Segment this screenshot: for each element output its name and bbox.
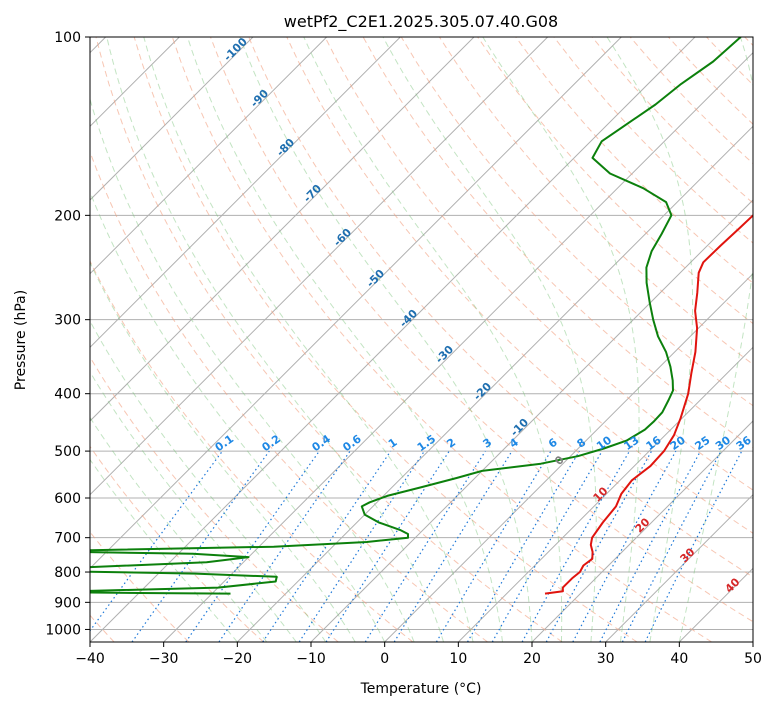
mixing-ratio-line — [572, 450, 677, 642]
moist-adiabat-line — [90, 370, 297, 642]
isotherm-line — [457, 346, 753, 642]
dry-adiabat-line — [286, 37, 753, 534]
mixing-ratio-line — [393, 450, 513, 642]
dewpoint-profile-line — [90, 37, 742, 595]
y-tick-label: 600 — [54, 491, 81, 507]
isotherm-line — [90, 37, 401, 349]
dry-adiabat-line — [515, 37, 753, 284]
mixing-ratio-line — [325, 450, 450, 642]
moist-adiabat-line — [606, 37, 694, 642]
x-tick-label: −20 — [223, 651, 253, 667]
moist-adiabat-line — [678, 37, 753, 642]
y-tick-label: 400 — [54, 387, 81, 403]
isotherm-line — [90, 37, 696, 642]
dry-adiabat-line — [248, 37, 753, 578]
plot-frame — [89, 36, 754, 643]
dry-adiabat-line — [171, 37, 712, 642]
moist-adiabat-line — [382, 37, 597, 642]
x-tick-label: 30 — [597, 651, 615, 667]
temperature-profile-line — [544, 214, 753, 595]
chart-title: wetPf2_C2E1.2025.305.07.40.G08 — [284, 12, 558, 32]
y-tick-label: 500 — [54, 444, 81, 460]
mixing-ratio-line — [262, 450, 392, 642]
y-tick-label: 800 — [54, 565, 81, 581]
isotherm-line — [90, 37, 475, 422]
x-tick-label: −40 — [75, 651, 105, 667]
plot-area — [90, 37, 753, 642]
moist-adiabat-line — [90, 97, 415, 642]
moist-adiabat-line — [106, 37, 445, 642]
x-tick-label: 40 — [670, 651, 688, 667]
moist-adiabat-line — [90, 416, 268, 642]
y-tick-label: 100 — [54, 30, 81, 46]
x-tick-label: 50 — [744, 651, 762, 667]
moist-adiabat-line — [187, 37, 503, 642]
mixing-ratio-line — [185, 450, 320, 642]
moist-adiabat-line — [482, 37, 640, 642]
x-tick-label: 0 — [380, 651, 389, 667]
y-tick-label: 200 — [54, 208, 81, 224]
y-axis-label: Pressure (hPa) — [13, 290, 29, 390]
mixing-ratio-line — [435, 450, 552, 642]
dry-adiabat-line — [133, 37, 638, 642]
moist-adiabat-line — [303, 37, 563, 642]
moist-adiabat-line — [90, 261, 356, 642]
moist-adiabat-line — [90, 190, 386, 642]
isotherm-line — [384, 272, 753, 642]
moist-adiabat-line — [90, 458, 238, 642]
y-tick-label: 700 — [54, 531, 81, 547]
x-tick-label: 20 — [523, 651, 541, 667]
y-tick-label: 900 — [54, 595, 81, 611]
mixing-ratio-line — [364, 450, 486, 642]
dry-adiabat-line — [90, 445, 264, 642]
isotherm-line — [90, 37, 622, 570]
moist-adiabat-line — [239, 37, 533, 642]
y-tick-label: 300 — [54, 313, 81, 329]
y-tick-label: 1000 — [45, 622, 81, 638]
x-tick-label: −30 — [149, 651, 179, 667]
moist-adiabat-line — [90, 320, 327, 642]
isotherm-line — [236, 125, 753, 642]
axis-ticks: −40 −30 −20 −10 0 10 20 30 40 50 100 200 300 400 500 60… — [45, 30, 762, 667]
dry-adiabat-line — [90, 259, 414, 642]
moist-adiabat-line — [143, 37, 474, 642]
dry-adiabat-line — [324, 37, 753, 491]
x-tick-label: −10 — [296, 651, 326, 667]
mixing-ratio-line — [599, 450, 702, 642]
isotherm-line — [90, 37, 328, 275]
x-axis-label: Temperature (°C) — [360, 681, 482, 697]
x-tick-label: 10 — [449, 651, 467, 667]
dry-adiabat-line — [95, 37, 563, 642]
isotherm-line — [605, 493, 753, 642]
isotherm-line — [163, 51, 753, 642]
dry-adiabat-line — [210, 37, 753, 623]
isotherm-line — [531, 420, 753, 642]
isotherm-line — [90, 37, 549, 496]
mixing-ratio-line — [218, 450, 351, 642]
isotherm-line — [90, 37, 254, 201]
mixing-ratio-line — [466, 450, 580, 642]
